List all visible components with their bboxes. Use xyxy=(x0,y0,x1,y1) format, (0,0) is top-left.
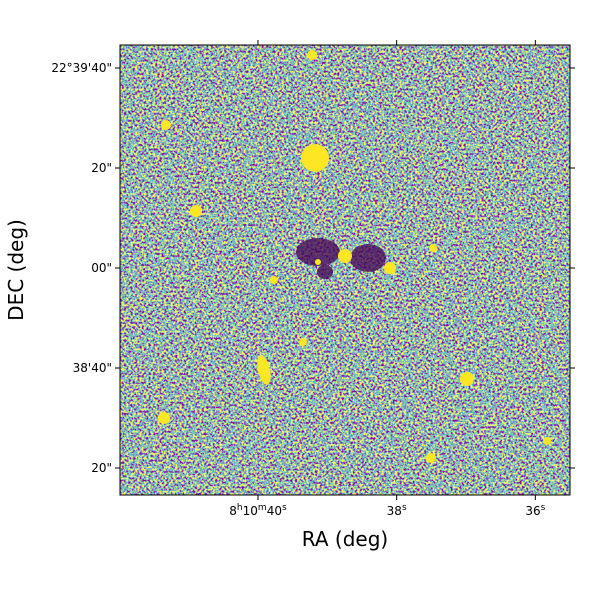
y-tick-label: 38'40" xyxy=(73,361,112,375)
y-axis-label: DEC (deg) xyxy=(4,219,28,321)
y-tick-label: 00" xyxy=(91,261,112,275)
y-tick-label: 22°39'40" xyxy=(51,61,112,75)
noise-background xyxy=(120,45,570,495)
x-tick-label: 36s xyxy=(525,503,545,518)
plot-frame xyxy=(119,44,571,496)
x-tick-label: 8h10m40s xyxy=(229,503,287,518)
y-tick-label: 20" xyxy=(91,161,112,175)
x-tick-label: 38s xyxy=(387,503,407,518)
x-axis-label: RA (deg) xyxy=(302,527,388,551)
sky-image xyxy=(120,45,570,495)
dark-patches xyxy=(296,238,386,279)
sources xyxy=(158,50,551,463)
y-tick-label: 20" xyxy=(91,461,112,475)
